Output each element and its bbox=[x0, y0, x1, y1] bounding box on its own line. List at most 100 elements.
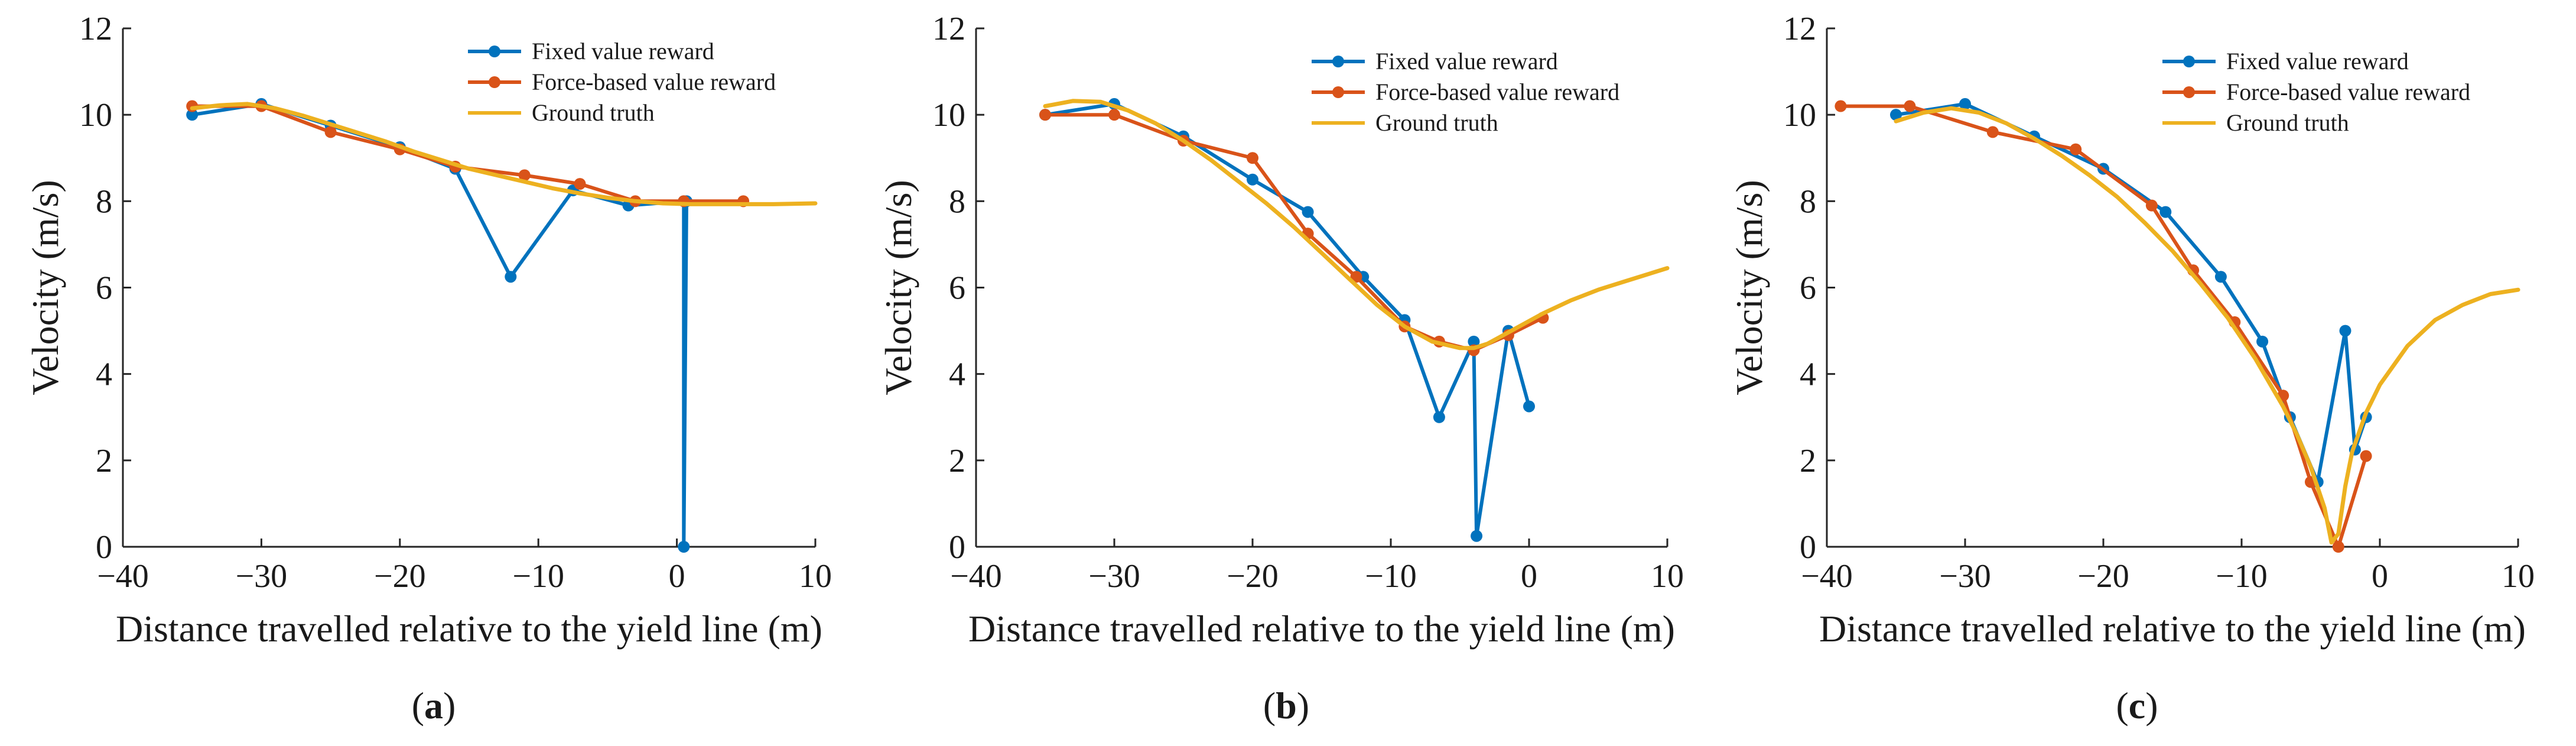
legend-marker-fixed bbox=[2183, 56, 2195, 67]
data-point-force bbox=[2070, 143, 2082, 155]
y-axis-label: Velocity (m/s) bbox=[877, 180, 919, 395]
x-tick-label: −20 bbox=[374, 558, 426, 595]
y-axis-label: Velocity (m/s) bbox=[1728, 180, 1770, 395]
y-tick-label: 2 bbox=[949, 443, 965, 479]
series-line-truth bbox=[1894, 106, 2520, 545]
data-point-fixed bbox=[505, 271, 517, 283]
x-tick-label: 10 bbox=[2502, 558, 2535, 595]
series-line-fixed bbox=[190, 102, 688, 549]
y-tick-label: 0 bbox=[1800, 529, 1816, 566]
data-point-fixed bbox=[2159, 206, 2172, 218]
legend-label: Fixed value reward bbox=[532, 38, 714, 64]
data-point-fixed bbox=[2214, 271, 2227, 283]
x-tick-label: 0 bbox=[1521, 558, 1537, 595]
legend-marker-fixed bbox=[489, 46, 500, 57]
panel-caption: (a) bbox=[412, 685, 456, 726]
x-tick-label: −40 bbox=[97, 558, 149, 595]
x-tick-label: −30 bbox=[236, 558, 288, 595]
data-point-force bbox=[1108, 109, 1120, 121]
series-line-truth bbox=[1043, 99, 1670, 351]
x-tick-label: 0 bbox=[2372, 558, 2388, 595]
x-tick-label: −30 bbox=[1939, 558, 1991, 595]
y-tick-label: 12 bbox=[932, 11, 965, 47]
y-tick-label: 6 bbox=[96, 270, 112, 307]
x-tick-label: −10 bbox=[512, 558, 564, 595]
y-tick-label: 8 bbox=[1800, 183, 1816, 220]
y-tick-label: 0 bbox=[949, 529, 965, 566]
x-tick-label: −20 bbox=[2077, 558, 2129, 595]
data-point-fixed bbox=[1433, 411, 1445, 423]
data-point-fixed bbox=[1468, 335, 1480, 348]
x-tick-label: 10 bbox=[799, 558, 832, 595]
y-tick-label: 6 bbox=[1800, 270, 1816, 307]
x-tick-label: −40 bbox=[1801, 558, 1853, 595]
legend-marker-force bbox=[1332, 86, 1344, 98]
legend-label: Force-based value reward bbox=[532, 69, 776, 95]
data-point-fixed bbox=[2256, 335, 2269, 348]
x-tick-label: −30 bbox=[1088, 558, 1140, 595]
y-tick-label: 4 bbox=[1800, 356, 1816, 393]
data-point-force bbox=[2360, 450, 2372, 462]
x-tick-label: −10 bbox=[1365, 558, 1417, 595]
panel-caption: (b) bbox=[1263, 685, 1309, 726]
y-tick-label: 10 bbox=[1783, 97, 1816, 134]
legend-label: Fixed value reward bbox=[2226, 48, 2409, 74]
legend-label: Ground truth bbox=[2226, 109, 2349, 136]
y-tick-label: 2 bbox=[96, 443, 112, 479]
data-point-force bbox=[1247, 152, 1258, 164]
data-point-force bbox=[2145, 199, 2158, 212]
data-point-fixed bbox=[1890, 109, 1902, 121]
data-point-fixed bbox=[2339, 325, 2351, 337]
legend: Fixed value reward Force-based value rewa… bbox=[468, 38, 776, 126]
series-line-force bbox=[1043, 113, 1545, 352]
x-tick-label: −10 bbox=[2216, 558, 2268, 595]
series-line-force bbox=[190, 104, 746, 203]
data-point-fixed bbox=[1523, 400, 1535, 413]
legend-label: Force-based value reward bbox=[2226, 79, 2470, 105]
legend-label: Ground truth bbox=[1375, 109, 1498, 136]
data-point-fixed bbox=[678, 541, 690, 553]
legend-marker-force bbox=[2183, 86, 2195, 98]
y-tick-label: 4 bbox=[949, 356, 965, 393]
legend: Fixed value reward Force-based value rewa… bbox=[1312, 48, 1619, 136]
y-tick-label: 2 bbox=[1800, 443, 1816, 479]
data-point-force bbox=[1835, 100, 1847, 112]
data-point-force bbox=[1986, 126, 1999, 138]
chart-panel-1: 0 2 4 6 8 10 12 −40 −30 −20 −10 0 10 Distance travell… bbox=[24, 11, 832, 726]
chart-panel-3: 0 2 4 6 8 10 12 −40 −30 −20 −10 0 10 Distance travell… bbox=[1728, 11, 2535, 726]
data-point-force bbox=[1350, 271, 1362, 283]
y-axis-label: Velocity (m/s) bbox=[24, 180, 66, 395]
data-point-fixed bbox=[1302, 206, 1314, 218]
legend: Fixed value reward Force-based value rewa… bbox=[2162, 48, 2470, 136]
x-tick-label: 0 bbox=[669, 558, 685, 595]
y-tick-label: 12 bbox=[1783, 11, 1816, 47]
y-tick-label: 4 bbox=[96, 356, 112, 393]
y-tick-label: 6 bbox=[949, 270, 965, 307]
chart-panel-2: 0 2 4 6 8 10 12 −40 −30 −20 −10 0 10 Distance travell… bbox=[877, 11, 1684, 726]
x-axis-label: Distance travelled relative to the yield… bbox=[116, 608, 822, 650]
data-point-fixed bbox=[186, 109, 199, 121]
y-tick-label: 8 bbox=[949, 183, 965, 220]
series-line-truth bbox=[190, 102, 818, 206]
data-point-force bbox=[574, 178, 586, 190]
data-point-force bbox=[518, 169, 531, 181]
legend-label: Fixed value reward bbox=[1375, 48, 1558, 74]
data-point-force bbox=[1039, 109, 1051, 121]
y-tick-label: 8 bbox=[96, 183, 112, 220]
legend-label: Ground truth bbox=[532, 99, 655, 126]
y-tick-label: 12 bbox=[79, 11, 112, 47]
x-axis-label: Distance travelled relative to the yield… bbox=[968, 608, 1675, 650]
data-point-force bbox=[1904, 100, 1916, 112]
panel-caption: (c) bbox=[2116, 685, 2158, 726]
data-point-force bbox=[324, 126, 337, 138]
data-point-force bbox=[2332, 541, 2344, 553]
x-tick-label: 10 bbox=[1651, 558, 1684, 595]
legend-label: Force-based value reward bbox=[1375, 79, 1619, 105]
data-point-fixed bbox=[1247, 173, 1258, 186]
x-axis-label: Distance travelled relative to the yield… bbox=[1819, 608, 2526, 650]
y-tick-label: 0 bbox=[96, 529, 112, 566]
series-line-fixed bbox=[1043, 102, 1531, 538]
y-tick-label: 10 bbox=[79, 97, 112, 134]
x-tick-label: −20 bbox=[1227, 558, 1279, 595]
